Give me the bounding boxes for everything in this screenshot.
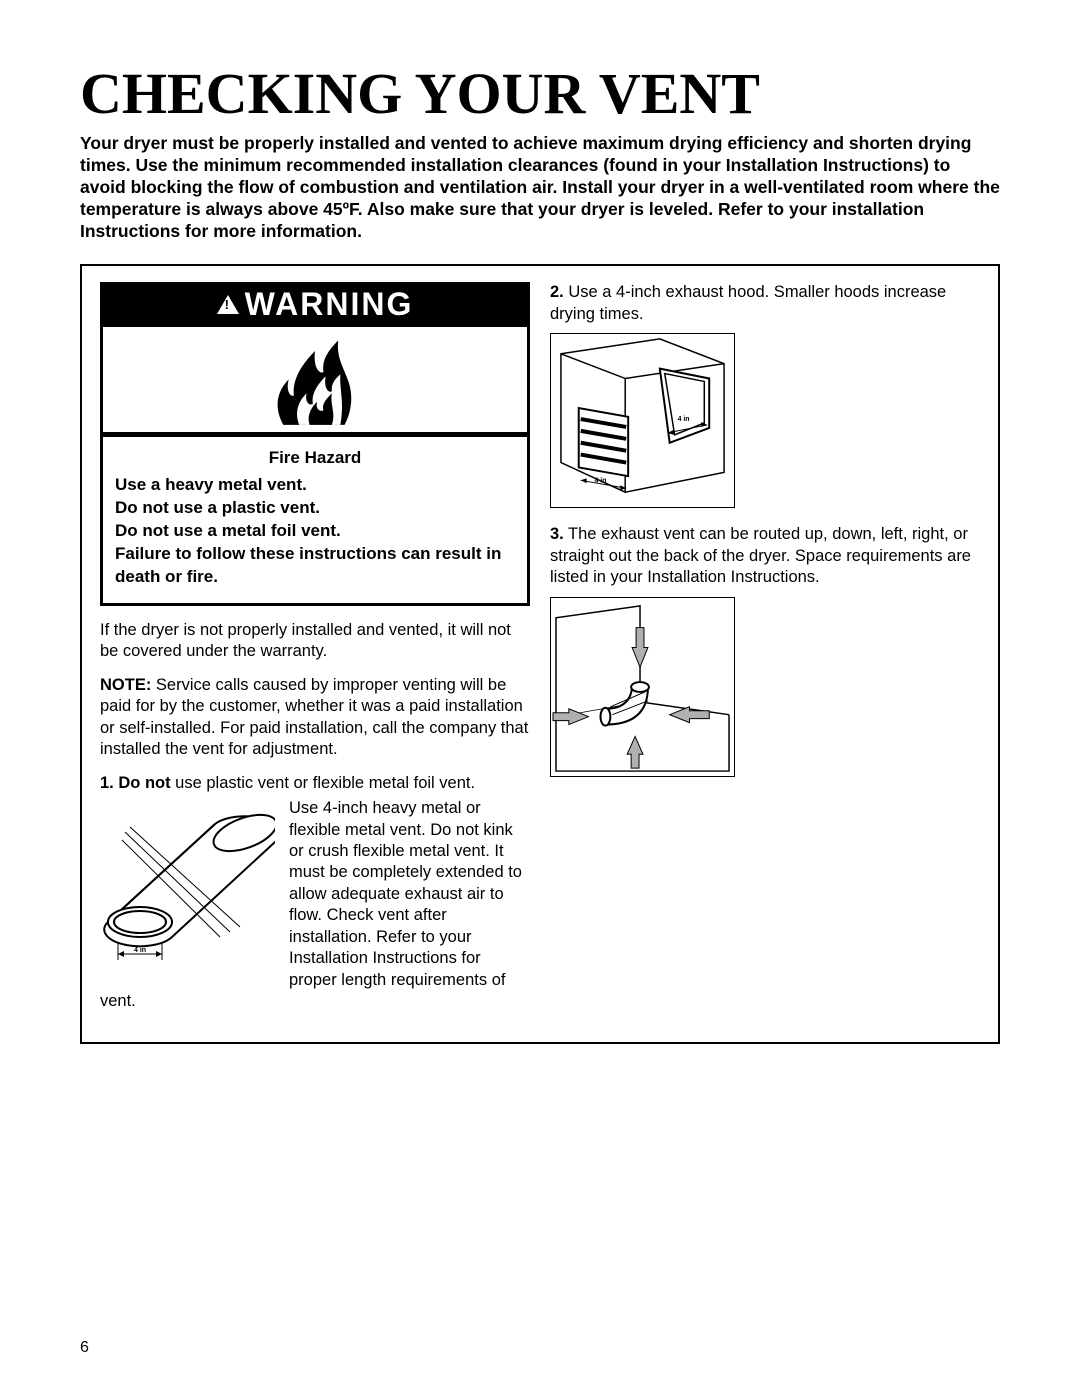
page-number: 6	[80, 1339, 89, 1357]
note-text: Service calls caused by improper venting…	[100, 676, 528, 758]
step1-bold: Do not	[118, 774, 170, 792]
warning-header: WARNING	[103, 285, 527, 327]
dim-4in-c: 4 in	[678, 416, 690, 423]
step2-text: Use a 4-inch exhaust hood. Smaller hoods…	[550, 283, 946, 322]
step3-number: 3.	[550, 525, 564, 543]
warning-line-2: Do not use a plastic vent.	[115, 497, 515, 520]
warning-line-1: Use a heavy metal vent.	[115, 474, 515, 497]
flame-icon-row	[103, 327, 527, 437]
warning-body: Fire Hazard Use a heavy metal vent. Do n…	[103, 437, 527, 603]
warning-triangle-icon	[217, 295, 239, 314]
step-3: 3. The exhaust vent can be routed up, do…	[550, 524, 980, 780]
step-1: 1. Do not use plastic vent or flexible m…	[100, 773, 530, 1013]
note-label: NOTE:	[100, 676, 151, 694]
dim-4in-a: 4 in	[134, 947, 146, 954]
note-paragraph: NOTE: Service calls caused by improper v…	[100, 675, 530, 761]
figure-vent-pipe: 4 in	[100, 802, 275, 972]
step-2: 2. Use a 4-inch exhaust hood. Smaller ho…	[550, 282, 980, 512]
step1-number: 1.	[100, 774, 118, 792]
warning-hazard: Fire Hazard	[115, 447, 515, 470]
warranty-paragraph: If the dryer is not properly installed a…	[100, 620, 530, 663]
left-column: WARNING Fire Hazard Use a heavy metal ve…	[100, 282, 530, 1024]
warning-box: WARNING Fire Hazard Use a heavy metal ve…	[100, 282, 530, 606]
dim-4in-b: 4 in	[595, 478, 607, 485]
page-title: Checking Your Vent	[80, 60, 1000, 127]
warning-line-3: Do not use a metal foil vent.	[115, 520, 515, 543]
step1-lead: use plastic vent or flexible metal foil …	[171, 774, 475, 792]
warning-word: WARNING	[245, 286, 414, 323]
figure-vent-routing	[550, 597, 735, 777]
step3-text: The exhaust vent can be routed up, down,…	[550, 525, 971, 586]
step2-number: 2.	[550, 283, 564, 301]
figure-exhaust-hood: 4 in 4 in	[550, 333, 735, 508]
content-frame: WARNING Fire Hazard Use a heavy metal ve…	[80, 264, 1000, 1044]
warning-line-4: Failure to follow these instructions can…	[115, 543, 515, 589]
right-column: 2. Use a 4-inch exhaust hood. Smaller ho…	[550, 282, 980, 1024]
intro-paragraph: Your dryer must be properly installed an…	[80, 133, 1000, 242]
flame-icon	[260, 332, 370, 427]
